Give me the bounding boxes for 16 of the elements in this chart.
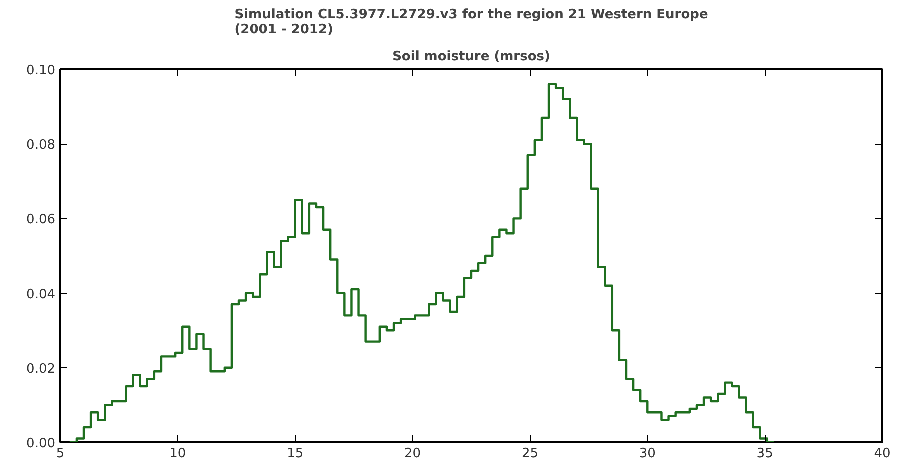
chart-subtitle: Soil moisture (mrsos) — [392, 50, 550, 64]
y-tick-label: 0.00 — [26, 436, 56, 452]
y-tick-label: 0.10 — [26, 64, 56, 78]
x-tick-label: 20 — [404, 446, 422, 462]
x-tick-label: 35 — [756, 446, 774, 462]
y-tick-label: 0.04 — [26, 287, 56, 302]
x-tick-label: 10 — [170, 446, 186, 462]
x-tick-label: 15 — [287, 446, 304, 462]
x-tick-label: 5 — [56, 446, 65, 462]
x-tick-label: 25 — [522, 446, 538, 462]
y-tick-label: 0.02 — [26, 362, 56, 377]
chart-title: Simulation CL5.3977.L2729.v3 for the region 21 Western Europe (2001 - 2012) — [234, 8, 708, 38]
x-tick-label: 30 — [639, 446, 656, 462]
x-tick-label: 40 — [874, 446, 891, 462]
y-tick-label: 0.06 — [26, 212, 56, 228]
y-tick-label: 0.08 — [26, 138, 56, 154]
